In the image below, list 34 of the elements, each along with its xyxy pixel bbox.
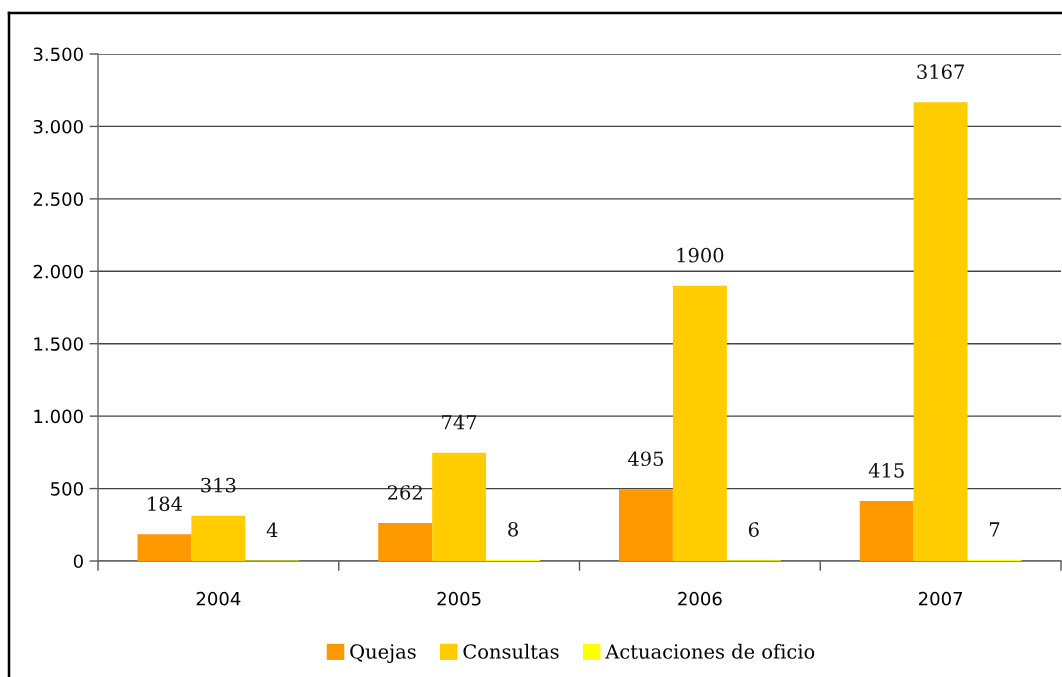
data-label: 6 <box>748 522 759 537</box>
data-label: 3167 <box>917 64 964 80</box>
y-tick-label: 0 <box>73 554 83 569</box>
legend-label: Quejas <box>350 644 416 663</box>
data-label: 495 <box>627 451 663 467</box>
bar <box>432 452 487 561</box>
legend-label: Actuaciones de oficio <box>605 643 815 659</box>
bar <box>913 102 968 561</box>
data-label: 7 <box>990 522 1000 537</box>
bar <box>618 489 673 561</box>
bar <box>191 515 246 561</box>
data-label: 8 <box>508 521 518 537</box>
bar <box>672 285 727 561</box>
x-tick-label: 2004 <box>196 591 241 606</box>
x-tick-label: 2006 <box>678 591 722 606</box>
legend-label: Consultas <box>463 643 559 659</box>
bar <box>137 534 192 561</box>
y-tick-label: 3.500 <box>33 47 83 62</box>
bar <box>378 523 433 561</box>
y-tick-label: 2.000 <box>33 264 83 279</box>
y-tick-label: 500 <box>51 482 83 496</box>
bar <box>859 500 914 561</box>
data-label: 1900 <box>677 247 724 263</box>
data-label: 747 <box>442 414 477 430</box>
y-tick-label: 3.000 <box>33 119 83 134</box>
x-tick-label: 2007 <box>918 591 963 606</box>
y-tick-label: 1.500 <box>34 337 83 351</box>
y-tick-label: 2.500 <box>33 192 83 206</box>
data-label: 184 <box>148 496 183 512</box>
y-tick-label: 1.000 <box>34 409 83 424</box>
data-label: 262 <box>387 485 422 500</box>
data-label: 4 <box>266 522 278 537</box>
x-tick-label: 2005 <box>437 591 481 606</box>
data-label: 415 <box>868 462 904 478</box>
